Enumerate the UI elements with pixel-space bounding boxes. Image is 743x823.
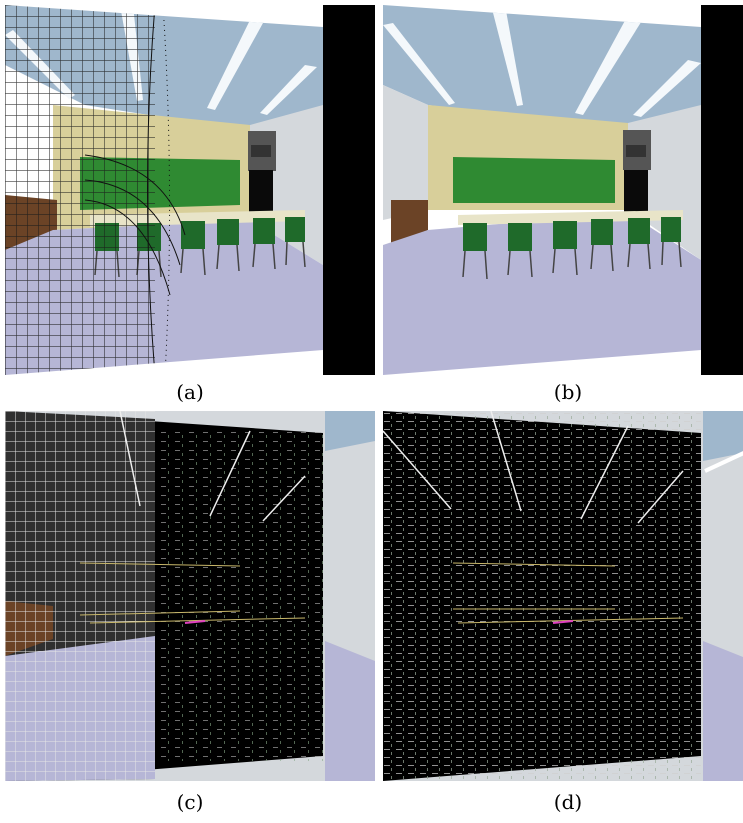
caption-c: (c): [176, 790, 204, 814]
caption-d: (d): [553, 790, 583, 814]
panel-c-image: [5, 411, 375, 781]
caption-a: (a): [176, 380, 204, 404]
panel-b-image: [383, 5, 743, 375]
panel-a-image: [5, 5, 375, 375]
panel-d-image: [383, 411, 743, 781]
caption-b: (b): [553, 380, 583, 404]
